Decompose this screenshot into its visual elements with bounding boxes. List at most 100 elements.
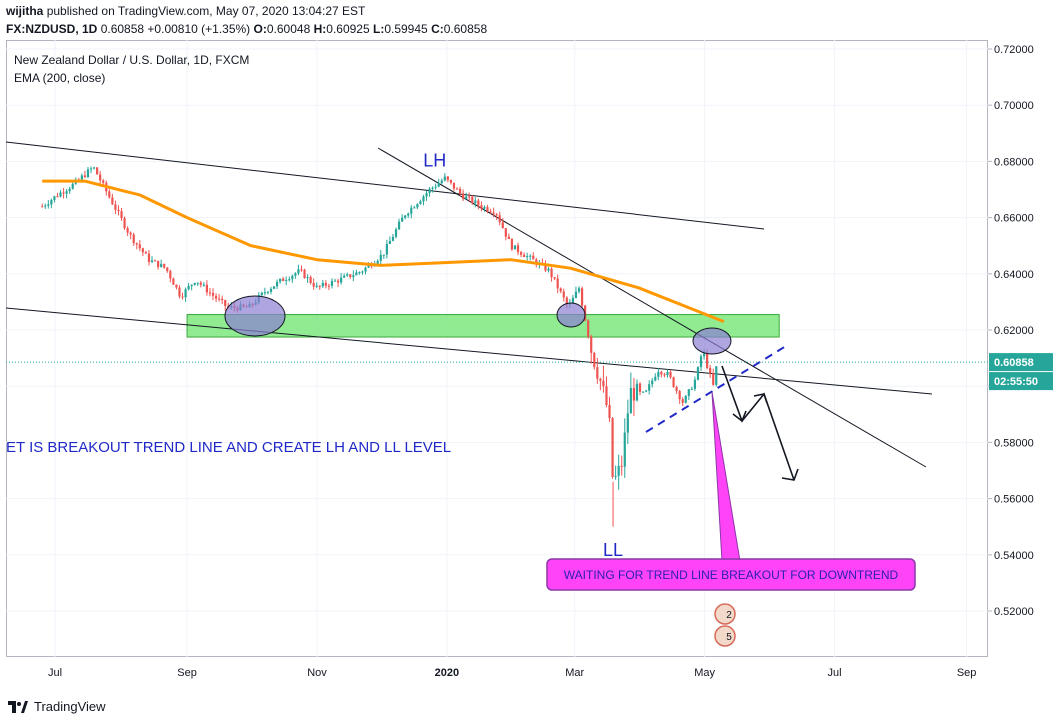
candle-body bbox=[315, 285, 318, 287]
y-tick-label: 0.56000 bbox=[994, 494, 1034, 506]
candle-body bbox=[288, 279, 291, 281]
candle-body bbox=[333, 280, 337, 282]
ohlc-line: FX:NZDUSD, 1D 0.60858 +0.00810 (+1.35%) … bbox=[6, 22, 487, 36]
candle-body bbox=[629, 387, 632, 414]
candle-body bbox=[135, 243, 138, 245]
candle-body bbox=[407, 213, 410, 216]
candle-body bbox=[709, 367, 712, 374]
candle-body bbox=[340, 277, 343, 283]
y-tick-label: 0.54000 bbox=[994, 550, 1034, 562]
candle-body bbox=[129, 232, 132, 235]
chart-frame[interactable] bbox=[6, 40, 988, 657]
event-count: 2 bbox=[726, 610, 732, 621]
legend-ema[interactable]: EMA (200, close) bbox=[14, 71, 106, 85]
candle-body bbox=[50, 200, 53, 205]
footer-brand[interactable]: TradingView bbox=[34, 699, 106, 714]
candle-body bbox=[483, 207, 486, 209]
candle-body bbox=[190, 284, 193, 286]
candle-body bbox=[547, 268, 550, 271]
candle-body bbox=[163, 263, 166, 268]
symbol-label: FX:NZDUSD, 1D bbox=[6, 22, 98, 36]
annotation-layer: LH LL ET IS BREAKOUT TREND LINE AND CREATE… bbox=[6, 150, 916, 647]
candle-body bbox=[452, 182, 456, 189]
breakout-note: ET IS BREAKOUT TREND LINE AND CREATE LH … bbox=[6, 439, 451, 456]
candle-body bbox=[172, 278, 175, 285]
y-tick-label: 0.72000 bbox=[994, 44, 1034, 56]
trendline-layer bbox=[5, 141, 988, 468]
candle-body bbox=[83, 175, 87, 178]
current-price-text: 0.60858 bbox=[994, 357, 1034, 369]
candle-body bbox=[681, 399, 684, 403]
candle-body bbox=[455, 188, 459, 190]
axis-layer: 0.72000 0.70000 0.68000 0.66000 0.64000 0.620… bbox=[48, 44, 1053, 679]
candle-body bbox=[702, 353, 706, 357]
candle-body bbox=[99, 174, 102, 181]
zone-layer bbox=[186, 314, 780, 338]
candle-body bbox=[361, 271, 364, 273]
candle-body bbox=[626, 413, 629, 433]
candle-body bbox=[214, 295, 218, 299]
candle-body bbox=[413, 207, 416, 209]
candle-body bbox=[635, 383, 639, 401]
candle-body bbox=[446, 176, 449, 180]
candle-body bbox=[684, 395, 687, 403]
candle-body bbox=[346, 274, 349, 276]
close-value: 0.60858 bbox=[443, 22, 488, 36]
candle-body bbox=[297, 269, 300, 274]
x-tick-label: May bbox=[694, 667, 715, 679]
candle-body bbox=[166, 267, 169, 272]
candle-body bbox=[169, 271, 172, 279]
candle-body bbox=[196, 282, 199, 284]
candle-body bbox=[376, 260, 379, 264]
candle-body bbox=[41, 206, 44, 208]
ema-layer bbox=[42, 179, 725, 323]
ema-200-line bbox=[42, 179, 725, 323]
candle-body bbox=[480, 205, 483, 209]
candle-body bbox=[565, 297, 568, 305]
candle-body bbox=[294, 273, 297, 276]
candle-body bbox=[492, 212, 495, 215]
candle-body bbox=[443, 176, 446, 181]
candle-body bbox=[690, 388, 693, 390]
candle-body bbox=[208, 292, 212, 294]
candle-body bbox=[693, 379, 697, 389]
arrow-head-icon bbox=[781, 468, 799, 481]
publisher-user[interactable]: wijitha bbox=[6, 4, 44, 18]
candle-body bbox=[434, 186, 437, 188]
candle-body bbox=[419, 201, 422, 205]
candle-body bbox=[715, 366, 718, 385]
candle-body bbox=[513, 245, 517, 250]
candle-body bbox=[519, 252, 523, 255]
candle-body bbox=[309, 277, 312, 283]
candle-body bbox=[260, 292, 263, 296]
candle-body bbox=[669, 371, 672, 378]
candle-body bbox=[425, 193, 428, 197]
candle-body bbox=[80, 175, 83, 180]
candle-body bbox=[571, 297, 575, 304]
ll-label: LL bbox=[603, 540, 623, 560]
candle-body bbox=[318, 285, 321, 287]
candle-body bbox=[343, 275, 346, 278]
candle-body bbox=[147, 253, 151, 263]
candle-body bbox=[675, 386, 678, 392]
x-tick-label: Jul bbox=[48, 667, 62, 679]
candle-body bbox=[269, 288, 273, 292]
candle-body bbox=[663, 374, 666, 376]
candle-body bbox=[465, 196, 468, 199]
lower-trendline bbox=[5, 307, 933, 395]
event-count: 5 bbox=[726, 632, 732, 643]
candle-body bbox=[648, 384, 651, 391]
candle-body bbox=[440, 180, 443, 184]
footer: TradingView bbox=[8, 699, 106, 714]
candle-body bbox=[428, 188, 431, 194]
candle-body bbox=[282, 278, 285, 282]
candle-body bbox=[150, 260, 154, 263]
candle-body bbox=[111, 197, 114, 205]
candle-body bbox=[68, 188, 71, 192]
candle-body bbox=[580, 288, 584, 306]
candle-body bbox=[275, 281, 279, 287]
candle-body bbox=[120, 211, 123, 219]
low-value: 0.59945 bbox=[384, 22, 428, 36]
candle-body bbox=[218, 298, 221, 300]
